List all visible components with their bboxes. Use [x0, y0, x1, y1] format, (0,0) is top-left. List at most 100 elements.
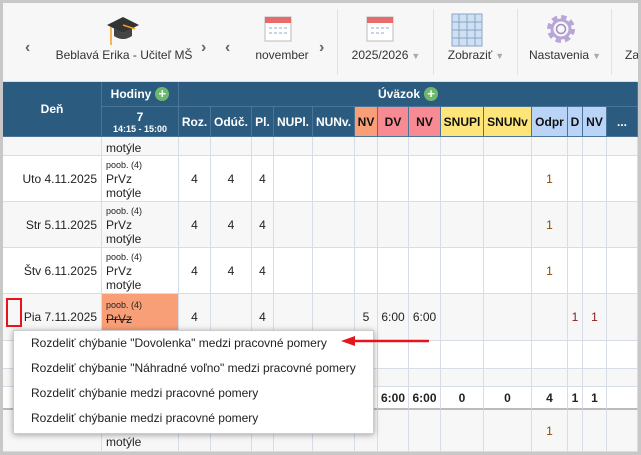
more-toolbar-button[interactable]: Za	[625, 48, 638, 62]
value-cell	[355, 137, 378, 156]
value-cell	[179, 137, 211, 156]
value-cell: 4	[211, 248, 252, 294]
value-cell	[441, 137, 484, 156]
settings-dropdown[interactable]: Nastavenia ▼	[519, 3, 611, 82]
column-header[interactable]: NV	[583, 107, 607, 137]
column-header[interactable]: SNUPl	[441, 107, 484, 137]
value-cell: 4	[211, 156, 252, 202]
value-cell	[378, 202, 409, 248]
value-cell: 1	[583, 387, 607, 410]
menu-item-split-absence[interactable]: Rozdeliť chýbanie medzi pracovné pomery	[31, 386, 259, 400]
page: ‹ Beblavá Erika - Učiteľ MŠ › ‹ november…	[3, 3, 638, 452]
value-cell	[484, 341, 532, 369]
add-hour-icon[interactable]: +	[155, 87, 170, 101]
month-label: november	[255, 48, 309, 62]
column-header[interactable]: ...	[607, 107, 638, 137]
menu-item-split-absence[interactable]: Rozdeliť chýbanie "Náhradné voľno" medzi…	[31, 361, 356, 375]
view-dropdown[interactable]: Zobraziť ▼	[435, 3, 517, 82]
column-header[interactable]: NUNv.	[313, 107, 355, 137]
divider	[611, 9, 612, 75]
menu-item-split-absence[interactable]: Rozdeliť chýbanie medzi pracovné pomery	[31, 411, 259, 425]
value-cell	[274, 248, 313, 294]
lesson-subject: PrVz	[106, 217, 133, 232]
day-cell: Štv 6.11.2025	[3, 248, 102, 294]
value-cell	[441, 248, 484, 294]
value-cell: 6:00	[378, 387, 409, 410]
value-cell	[441, 410, 484, 452]
value-cell: 6:00	[409, 294, 441, 341]
school-year-label: 2025/2026	[351, 48, 409, 62]
column-header[interactable]: Odpr	[532, 107, 568, 137]
add-workload-icon[interactable]: +	[424, 87, 439, 101]
lesson-subject: PrVz	[106, 312, 133, 326]
value-cell	[313, 156, 355, 202]
value-cell	[568, 410, 583, 452]
value-cell	[274, 137, 313, 156]
value-cell	[568, 202, 583, 248]
column-header[interactable]: D	[568, 107, 583, 137]
value-cell	[607, 137, 638, 156]
value-cell	[532, 294, 568, 341]
value-cell	[409, 202, 441, 248]
column-header[interactable]: NV	[355, 107, 378, 137]
value-cell	[378, 156, 409, 202]
header-day: Deň	[3, 82, 102, 137]
value-cell: 4	[532, 387, 568, 410]
value-cell	[378, 137, 409, 156]
day-cell	[3, 137, 102, 156]
value-cell	[607, 369, 638, 387]
value-cell	[313, 248, 355, 294]
value-cell	[484, 369, 532, 387]
lesson-tag: poob. (4)	[106, 205, 143, 216]
value-cell	[409, 248, 441, 294]
hours-cell: motýle	[102, 137, 179, 156]
value-cell	[313, 202, 355, 248]
value-cell	[532, 341, 568, 369]
column-header[interactable]: Roz.	[179, 107, 211, 137]
value-cell	[484, 137, 532, 156]
hours-label: Hodiny	[110, 87, 152, 101]
caret-down-icon: ▼	[495, 51, 505, 61]
value-cell	[583, 248, 607, 294]
value-cell: 4	[179, 248, 211, 294]
value-cell	[532, 369, 568, 387]
value-cell	[409, 341, 441, 369]
school-year-dropdown[interactable]: 2025/2026 ▼	[339, 3, 433, 82]
teacher-selector[interactable]: Beblavá Erika - Učiteľ MŠ	[45, 3, 203, 82]
value-cell	[583, 137, 607, 156]
day-cell: Str 5.11.2025	[3, 202, 102, 248]
month-selector[interactable]: november	[239, 3, 325, 82]
value-cell	[583, 410, 607, 452]
menu-item-split-absence[interactable]: Rozdeliť chýbanie "Dovolenka" medzi prac…	[31, 336, 327, 350]
lesson-subject: PrVz	[106, 171, 133, 186]
value-cell	[378, 410, 409, 452]
teacher-name: Beblavá Erika - Učiteľ MŠ	[55, 48, 193, 62]
value-cell: 4	[179, 202, 211, 248]
value-cell	[568, 156, 583, 202]
value-cell	[378, 248, 409, 294]
value-cell	[607, 387, 638, 410]
column-header[interactable]: SNUNv	[484, 107, 532, 137]
prev-month-button[interactable]: ‹	[225, 39, 231, 56]
value-cell: 1	[532, 156, 568, 202]
value-cell	[583, 156, 607, 202]
column-header[interactable]: Pl.	[252, 107, 274, 137]
prev-teacher-button[interactable]: ‹	[25, 39, 31, 56]
lesson-group: motýle	[106, 185, 142, 200]
value-cell	[607, 294, 638, 341]
lesson-tag: poob. (4)	[106, 251, 143, 262]
lesson-group: motýle	[106, 141, 142, 155]
column-header[interactable]: DV	[378, 107, 409, 137]
value-cell	[441, 202, 484, 248]
value-cell	[313, 137, 355, 156]
next-teacher-button[interactable]: ›	[201, 39, 207, 56]
value-cell	[355, 202, 378, 248]
next-month-button[interactable]: ›	[319, 39, 325, 56]
column-header[interactable]: Odúč.	[211, 107, 252, 137]
value-cell: 4	[179, 156, 211, 202]
column-header[interactable]: NUPl.	[274, 107, 313, 137]
value-cell	[484, 410, 532, 452]
value-cell	[583, 341, 607, 369]
calendar-icon	[366, 16, 394, 42]
column-header[interactable]: NV	[409, 107, 441, 137]
